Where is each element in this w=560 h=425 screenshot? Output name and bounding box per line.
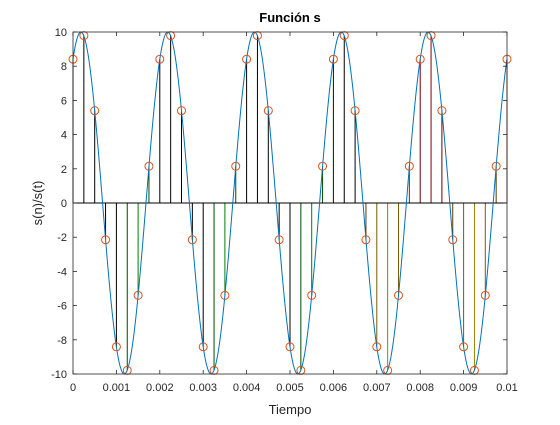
sample-marker bbox=[231, 161, 241, 171]
sample-marker bbox=[155, 54, 165, 64]
sample-marker bbox=[252, 31, 262, 41]
x-tick-label: 0.003 bbox=[189, 382, 217, 394]
y-tick-label: -8 bbox=[57, 335, 67, 347]
sample-marker bbox=[274, 235, 284, 245]
x-tick-label: 0.002 bbox=[146, 382, 174, 394]
sample-marker bbox=[296, 365, 306, 375]
sample-marker bbox=[459, 342, 469, 352]
sample-marker bbox=[307, 290, 317, 300]
sample-marker bbox=[220, 290, 230, 300]
sample-marker bbox=[90, 106, 100, 116]
sample-marker bbox=[339, 31, 349, 41]
y-tick-label: 4 bbox=[61, 130, 67, 142]
sample-marker bbox=[285, 342, 295, 352]
sample-marker bbox=[361, 235, 371, 245]
sample-marker bbox=[209, 365, 219, 375]
sample-marker bbox=[133, 290, 143, 300]
plot-area bbox=[68, 31, 512, 375]
sample-marker bbox=[318, 161, 328, 171]
y-tick-label: 8 bbox=[61, 61, 67, 73]
y-axis-ticks: -10 -8 -6 -4 -2 0 2 4 6 8 10 bbox=[51, 27, 507, 381]
y-tick-label: -6 bbox=[57, 301, 67, 313]
x-tick-label: 0.007 bbox=[363, 382, 391, 394]
sample-marker bbox=[350, 106, 360, 116]
sample-marker bbox=[448, 235, 458, 245]
y-tick-label: 0 bbox=[61, 198, 67, 210]
x-tick-label: 0 bbox=[70, 382, 76, 394]
y-tick-label: -10 bbox=[51, 369, 67, 381]
x-axis-label: Tiempo bbox=[269, 402, 312, 417]
sample-marker bbox=[480, 290, 490, 300]
x-tick-label: 0.006 bbox=[320, 382, 348, 394]
x-tick-label: 0.009 bbox=[450, 382, 478, 394]
x-tick-label: 0.008 bbox=[406, 382, 434, 394]
y-axis-label: s(n)/s(t) bbox=[30, 181, 45, 226]
sample-marker bbox=[491, 161, 501, 171]
sample-marker bbox=[111, 342, 121, 352]
sample-marker bbox=[198, 342, 208, 352]
sample-marker bbox=[166, 31, 176, 41]
sample-marker bbox=[122, 365, 132, 375]
sample-marker bbox=[437, 106, 447, 116]
x-tick-label: 0.004 bbox=[233, 382, 261, 394]
sample-marker bbox=[404, 161, 414, 171]
sample-marker bbox=[328, 54, 338, 64]
sample-marker bbox=[263, 106, 273, 116]
sample-marker bbox=[101, 235, 111, 245]
sample-marker bbox=[394, 290, 403, 300]
x-tick-label: 0.001 bbox=[103, 382, 131, 394]
sample-marker bbox=[242, 54, 252, 64]
y-tick-label: 2 bbox=[61, 164, 67, 176]
y-tick-label: -4 bbox=[57, 266, 67, 278]
sample-marker bbox=[177, 106, 186, 116]
x-tick-label: 0.005 bbox=[276, 382, 304, 394]
x-axis-ticks: 0 0.001 0.002 0.003 0.004 0.005 0.006 0.007 0.00… bbox=[70, 32, 518, 394]
sample-marker bbox=[79, 31, 89, 41]
sample-marker bbox=[415, 54, 425, 64]
sample-marker bbox=[144, 161, 154, 171]
continuous-signal-curve bbox=[72, 31, 508, 375]
y-tick-label: 6 bbox=[61, 95, 67, 107]
sample-marker bbox=[372, 342, 382, 352]
chart-title: Función s bbox=[259, 10, 320, 25]
y-tick-label: 10 bbox=[55, 27, 67, 39]
sample-marker bbox=[187, 235, 197, 245]
x-tick-label: 0.01 bbox=[496, 382, 517, 394]
sample-marker bbox=[383, 365, 393, 375]
sample-marker bbox=[469, 365, 479, 375]
y-tick-label: -2 bbox=[57, 232, 67, 244]
sample-marker bbox=[426, 31, 436, 41]
